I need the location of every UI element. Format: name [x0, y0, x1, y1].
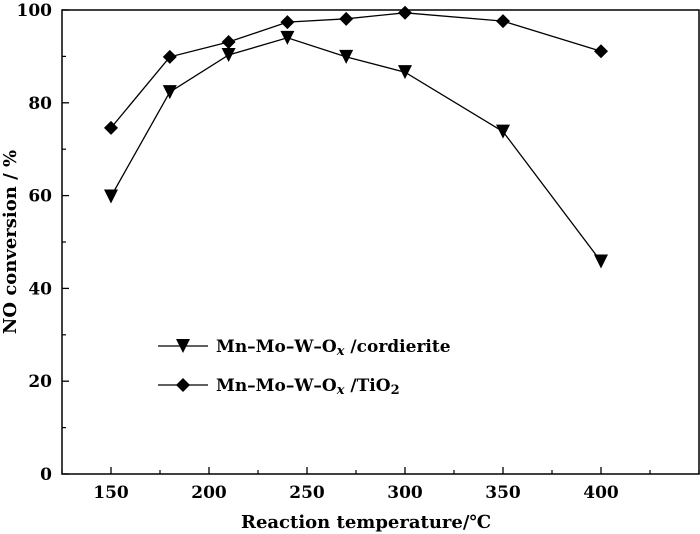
series-1-point: [221, 48, 236, 63]
x-axis-title: Reaction temperature/℃: [241, 512, 491, 533]
series-1-point: [339, 49, 354, 64]
y-tick-label: 100: [17, 1, 53, 21]
x-tick-label: 400: [583, 483, 619, 503]
y-axis-title: NO conversion / %: [0, 150, 21, 334]
legend-label-2: Mn–Mo–W–Ox /TiO2: [216, 376, 400, 398]
x-tick-label: 350: [485, 483, 521, 503]
plot-frame: [61, 9, 700, 475]
legend-label-1-suffix: /cordierite: [345, 337, 451, 357]
x-tick-label: 300: [387, 483, 423, 503]
series-2-point: [280, 15, 295, 30]
series-2-point: [594, 44, 608, 59]
legend-marker-2: [176, 378, 190, 392]
series-2-point: [496, 14, 510, 29]
y-tick-label: 0: [40, 465, 52, 485]
series-2-point: [339, 11, 354, 26]
y-tick-label: 20: [28, 372, 52, 392]
series-1-point: [496, 124, 510, 139]
y-tick-label: 80: [28, 94, 52, 114]
legend-label-2-main: Mn–Mo–W–O: [216, 376, 337, 396]
series-2-point: [221, 35, 236, 50]
series-2-point: [398, 5, 412, 20]
series-1-point: [398, 65, 412, 80]
series-1-point: [594, 254, 608, 269]
legend-label-2-sub: x: [336, 383, 345, 398]
x-axis: 150 200 250 300 350 400: [61, 467, 700, 503]
legend-marker-1: [176, 339, 190, 353]
y-tick-label: 60: [28, 187, 52, 207]
legend-label-2-suffix: /TiO: [345, 376, 391, 396]
series-line-2: [110, 12, 602, 129]
x-tick-label: 200: [191, 483, 227, 503]
y-tick-label: 40: [28, 279, 52, 299]
legend-label-1: Mn–Mo–W–Ox /cordierite: [216, 337, 451, 359]
series-1-point: [104, 189, 118, 204]
legend-label-1-sub: x: [336, 344, 345, 359]
legend-label-1-main: Mn–Mo–W–O: [216, 337, 337, 357]
series-2-point: [162, 49, 177, 64]
series-1-point: [162, 85, 177, 100]
legend: Mn–Mo–W–Ox /cordierite Mn–Mo–W–Ox /TiO2: [158, 337, 451, 398]
legend-label-2-suffix-sub: 2: [391, 383, 400, 398]
x-tick-label: 250: [289, 483, 325, 503]
y-axis: 0 20 40 60 80 100: [17, 1, 69, 485]
series-line-1: [110, 37, 602, 262]
x-tick-label: 150: [93, 483, 129, 503]
series-2-point: [104, 120, 118, 135]
series-1-point: [280, 30, 295, 45]
series-layer: [104, 5, 608, 269]
